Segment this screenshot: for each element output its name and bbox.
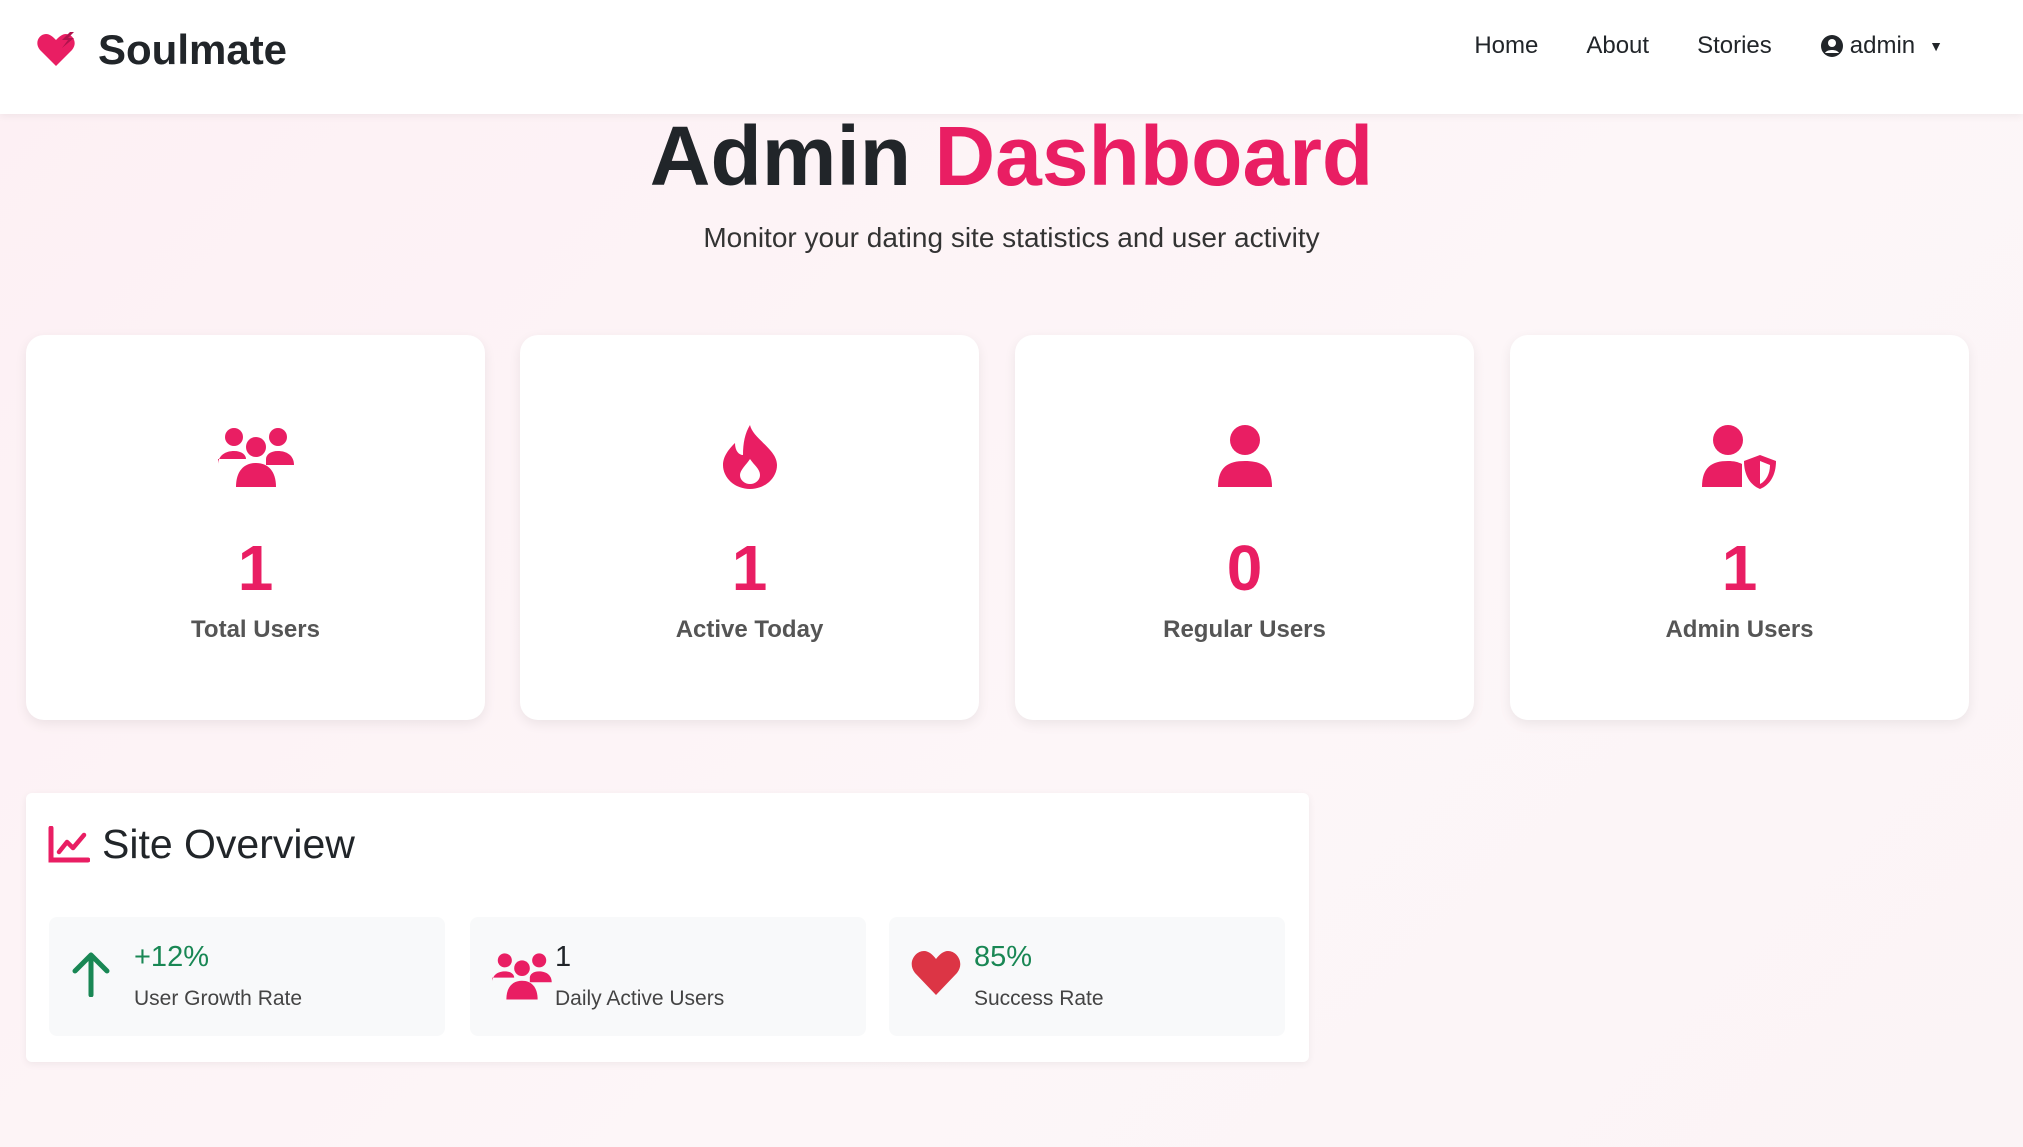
site-overview-panel: Site Overview +12% User Growth Rate 1 Da…	[26, 793, 1309, 1062]
stat-card-active-today: 1 Active Today	[520, 335, 979, 720]
stat-card-total-users: 1 Total Users	[26, 335, 485, 720]
overview-item-success: 85% Success Rate	[889, 917, 1285, 1036]
overview-label: User Growth Rate	[134, 987, 303, 1010]
nav-stories[interactable]: Stories	[1697, 32, 1772, 59]
overview-title: Site Overview	[102, 821, 355, 867]
user-icon	[1217, 425, 1272, 487]
stat-value: 1	[237, 532, 274, 604]
stat-card-regular-users: 0 Regular Users	[1015, 335, 1474, 720]
stat-label: Regular Users	[1163, 616, 1326, 643]
nav-home[interactable]: Home	[1474, 32, 1539, 59]
overview-value: 85%	[974, 941, 1033, 973]
arrow-up-icon	[72, 952, 110, 997]
chart-line-icon	[48, 825, 90, 862]
stat-card-admin-users: 1 Admin Users	[1510, 335, 1969, 720]
nav-about[interactable]: About	[1586, 32, 1650, 59]
overview-item-growth: +12% User Growth Rate	[49, 917, 445, 1036]
heart-icon	[911, 951, 961, 995]
caret-down-icon: ▼	[1929, 38, 1943, 54]
stat-label: Total Users	[191, 616, 320, 643]
overview-item-daily-active: 1 Daily Active Users	[470, 917, 866, 1036]
user-name: admin	[1849, 32, 1916, 59]
stat-label: Admin Users	[1665, 616, 1814, 643]
overview-value: +12%	[134, 941, 209, 973]
users-icon	[217, 428, 294, 487]
fire-icon	[722, 425, 777, 489]
navbar: Soulmate Home About Stories admin ▼	[0, 0, 2023, 114]
overview-label: Success Rate	[974, 987, 1104, 1010]
page-subtitle: Monitor your dating site statistics and …	[703, 222, 1320, 253]
user-dropdown[interactable]: admin ▼	[1820, 32, 1943, 60]
page-title: Admin Dashboard	[649, 109, 1374, 203]
user-circle-icon	[1820, 35, 1843, 57]
brand-link[interactable]: Soulmate	[36, 26, 287, 74]
user-shield-icon	[1701, 425, 1776, 489]
stat-value: 0	[1226, 532, 1263, 604]
stat-value: 1	[1721, 532, 1758, 604]
overview-label: Daily Active Users	[555, 987, 725, 1010]
brand-name: Soulmate	[98, 26, 288, 73]
heart-bolt-icon	[37, 32, 75, 66]
overview-value: 1	[555, 941, 572, 973]
stat-label: Active Today	[675, 616, 824, 643]
stat-value: 1	[731, 532, 768, 604]
users-icon	[492, 953, 552, 1000]
